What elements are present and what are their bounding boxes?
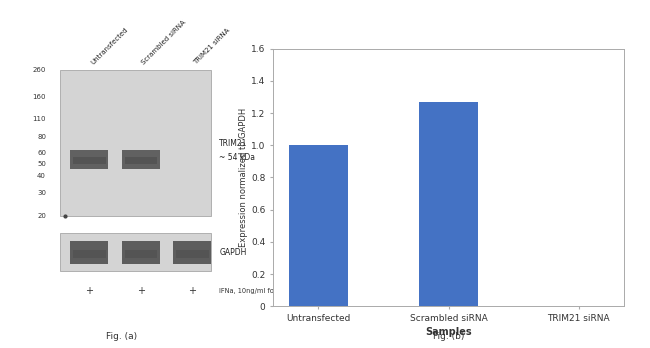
Text: +: + [85, 286, 94, 295]
Text: 260: 260 [32, 66, 46, 73]
Text: 50: 50 [37, 160, 46, 167]
Bar [125, 250, 157, 258]
Bar [125, 157, 157, 164]
Bar [289, 145, 348, 306]
Text: +: + [188, 286, 196, 295]
Bar [60, 70, 211, 216]
Text: 60: 60 [37, 150, 46, 156]
Y-axis label: Expression normalized to GAPDH: Expression normalized to GAPDH [239, 108, 248, 247]
Bar [70, 150, 109, 169]
Text: 20: 20 [37, 213, 46, 219]
Text: TRIM21: TRIM21 [220, 139, 248, 148]
Bar [174, 241, 211, 264]
Text: 40: 40 [37, 173, 46, 179]
Bar [419, 102, 478, 306]
Bar [73, 157, 106, 164]
Text: IFNa, 10ng/ml for 16 hours: IFNa, 10ng/ml for 16 hours [220, 287, 308, 294]
Text: Scrambled siRNA: Scrambled siRNA [141, 19, 187, 66]
Text: TRIM21 siRNA: TRIM21 siRNA [192, 27, 231, 66]
Text: 30: 30 [37, 190, 46, 196]
Text: 160: 160 [32, 94, 46, 100]
Bar [176, 250, 209, 258]
Text: 80: 80 [37, 134, 46, 140]
Bar [70, 241, 109, 264]
Bar [122, 150, 160, 169]
Bar [73, 250, 106, 258]
Text: Fig. (a): Fig. (a) [107, 332, 137, 341]
Text: GAPDH: GAPDH [220, 248, 247, 257]
Text: 110: 110 [32, 116, 46, 121]
X-axis label: Samples: Samples [425, 327, 472, 337]
Bar [60, 233, 211, 271]
Text: Untransfected: Untransfected [90, 27, 129, 66]
Text: ~ 54 kDa: ~ 54 kDa [220, 153, 255, 162]
Bar [122, 241, 160, 264]
Text: Fig. (b): Fig. (b) [433, 332, 464, 341]
Text: +: + [137, 286, 145, 295]
